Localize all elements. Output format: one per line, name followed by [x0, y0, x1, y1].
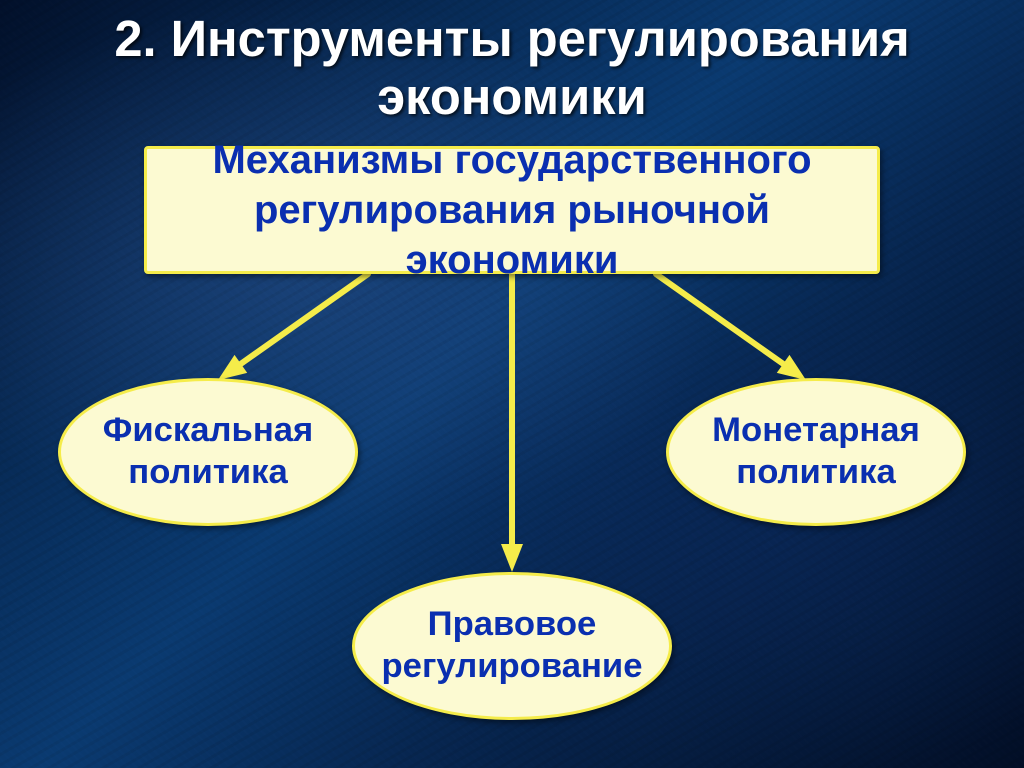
node-fiscal: Фискальная политика: [58, 378, 358, 526]
slide-title-text: 2. Инструменты регулирования экономики: [114, 10, 909, 125]
node-legal: Правовое регулирование: [352, 572, 672, 720]
root-box-text: Механизмы государственного регулирования…: [187, 135, 837, 285]
slide-content: 2. Инструменты регулирования экономики М…: [0, 0, 1024, 768]
node-monetary-text: Монетарная политика: [689, 410, 943, 493]
slide-title: 2. Инструменты регулирования экономики: [0, 10, 1024, 127]
node-monetary: Монетарная политика: [666, 378, 966, 526]
root-box: Механизмы государственного регулирования…: [144, 146, 880, 274]
node-fiscal-text: Фискальная политика: [81, 410, 335, 493]
node-legal-text: Правовое регулирование: [375, 604, 649, 687]
